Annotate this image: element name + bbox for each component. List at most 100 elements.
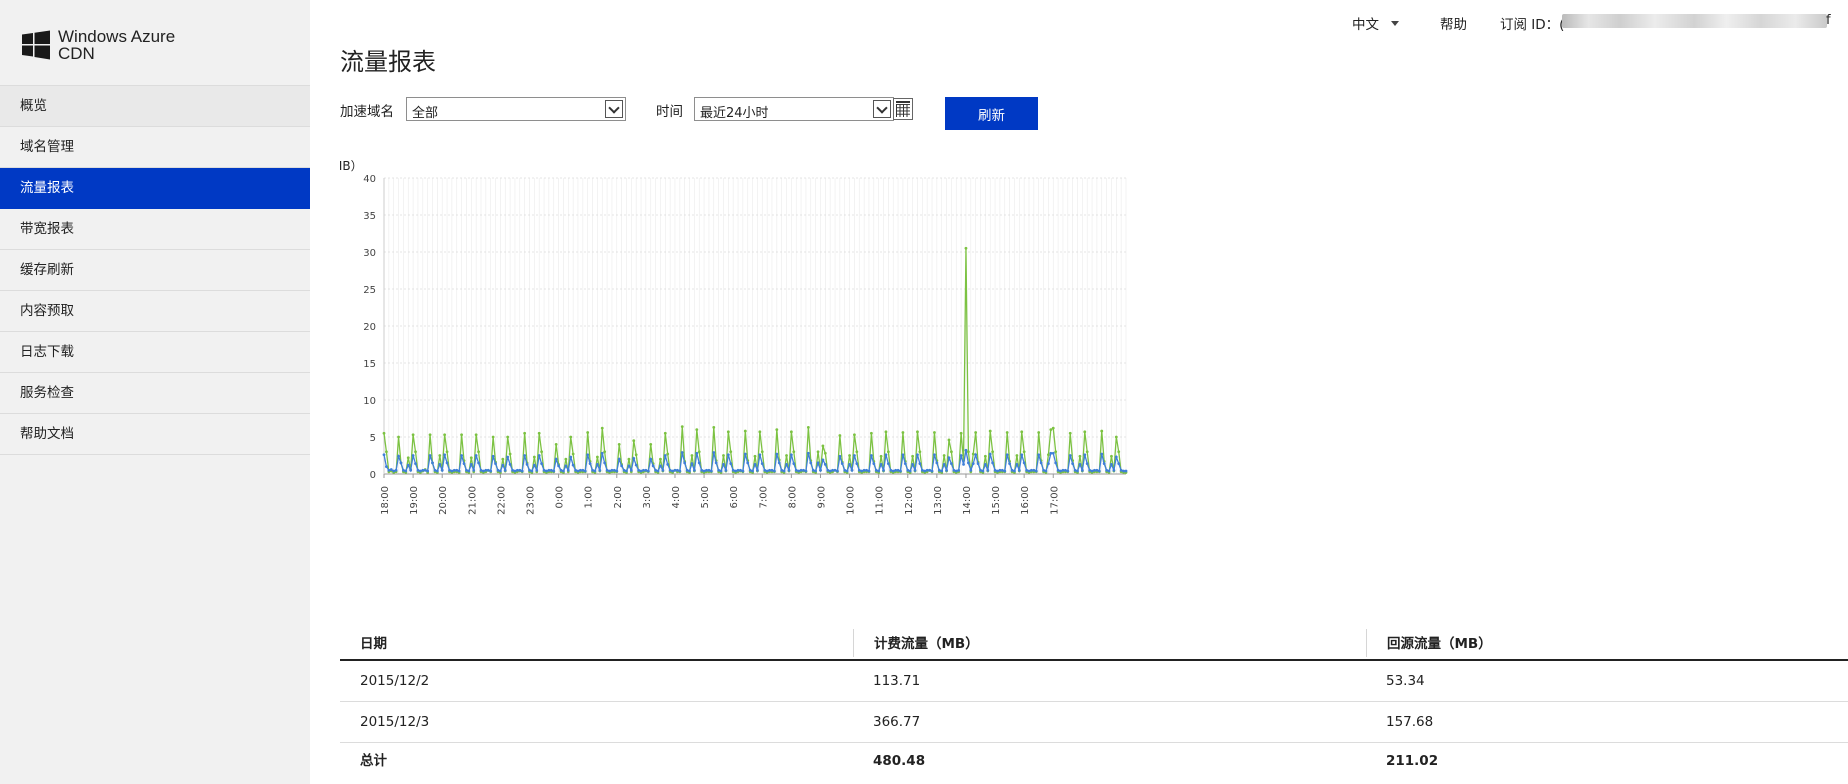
y-tick-label: 35	[363, 211, 376, 222]
data-point	[775, 452, 779, 456]
data-point	[1047, 462, 1050, 466]
data-point	[981, 469, 985, 473]
data-point	[748, 468, 752, 472]
data-point	[792, 450, 796, 454]
data-point	[942, 462, 946, 466]
chevron-down-icon[interactable]	[873, 100, 891, 118]
data-point	[1061, 468, 1065, 472]
data-point	[1030, 468, 1033, 472]
data-point	[683, 461, 687, 465]
data-point	[1025, 468, 1028, 472]
data-point	[595, 455, 599, 459]
data-point	[697, 461, 701, 465]
data-point	[661, 468, 665, 472]
data-point	[402, 468, 405, 472]
data-point	[722, 454, 725, 457]
data-point	[571, 452, 575, 456]
data-point	[794, 468, 798, 472]
sidebar-item-service-check[interactable]: 服务检查	[0, 373, 310, 414]
calendar-icon[interactable]	[893, 98, 913, 120]
sidebar-item-traffic-report[interactable]: 流量报表	[0, 168, 310, 209]
data-point	[617, 443, 621, 446]
data-point	[411, 433, 415, 437]
data-point	[983, 454, 987, 458]
x-tick-label: 22:00	[496, 486, 507, 515]
x-tick-label: 3:00	[642, 486, 653, 508]
data-point	[426, 469, 430, 473]
sidebar-item-log-download[interactable]: 日志下载	[0, 332, 310, 373]
data-point	[853, 433, 856, 437]
data-point	[1034, 469, 1038, 473]
data-point	[1102, 462, 1106, 466]
data-point	[1047, 453, 1050, 457]
data-point	[649, 443, 653, 446]
data-point	[756, 468, 759, 472]
sidebar-item-content-prefetch[interactable]: 内容预取	[0, 291, 310, 332]
language-selector[interactable]: 中文	[1352, 13, 1399, 33]
data-point	[913, 468, 917, 472]
sidebar-item-bandwidth-report[interactable]: 带宽报表	[0, 209, 310, 250]
data-point	[712, 425, 716, 429]
x-tick-label: 1:00	[584, 486, 595, 508]
data-point	[804, 469, 808, 473]
cell-billed-traffic: 366.77	[873, 714, 921, 730]
data-point	[540, 462, 544, 466]
data-point	[964, 246, 968, 250]
data-point	[966, 450, 970, 454]
y-tick-label: 10	[363, 396, 376, 407]
sidebar-item-domain-management[interactable]: 域名管理	[0, 127, 310, 168]
sidebar-item-overview[interactable]: 概览	[0, 86, 310, 127]
data-point	[971, 452, 975, 456]
data-point	[486, 468, 490, 472]
data-point	[857, 468, 861, 472]
data-point	[860, 469, 864, 473]
data-point	[603, 450, 607, 454]
data-point	[874, 468, 878, 472]
traffic-chart-svg: 0 5 10 15 20 25 30 35 40流量（MB） 18:00 19:00 20:00 21:…	[296, 159, 1128, 515]
data-point	[1054, 461, 1058, 465]
data-point	[418, 469, 422, 473]
data-point	[974, 453, 978, 457]
data-point	[709, 469, 713, 473]
data-point	[692, 468, 696, 472]
data-point	[886, 462, 890, 466]
data-point	[579, 468, 582, 472]
data-point	[443, 453, 447, 457]
y-tick-label: 40	[363, 174, 376, 185]
data-point	[1100, 429, 1104, 433]
sidebar-item-cache-refresh[interactable]: 缓存刷新	[0, 250, 310, 291]
column-header-billed-traffic[interactable]: 计费流量（MB）	[853, 629, 979, 657]
time-select[interactable]: 最近24小时	[694, 97, 894, 121]
data-point	[566, 468, 570, 472]
data-point	[547, 468, 551, 472]
column-header-date[interactable]: 日期	[360, 636, 387, 652]
domain-select[interactable]: 全部	[406, 97, 626, 121]
data-point	[1085, 450, 1089, 454]
column-header-origin-traffic[interactable]: 回源流量（MB）	[1366, 629, 1492, 657]
data-point	[530, 469, 534, 473]
data-point	[620, 464, 624, 468]
data-point	[528, 468, 531, 472]
chevron-down-icon[interactable]	[605, 100, 623, 118]
data-point	[823, 462, 827, 466]
data-point	[700, 468, 704, 472]
data-point	[472, 468, 476, 472]
data-point	[414, 450, 417, 454]
data-point	[966, 461, 970, 465]
help-link[interactable]: 帮助	[1440, 17, 1467, 33]
sidebar-nav: 概览 域名管理 流量报表 带宽报表 缓存刷新 内容预取 日志下载 服务检查 帮助…	[0, 85, 310, 455]
data-point	[612, 468, 616, 472]
data-point	[734, 469, 737, 473]
data-point	[690, 462, 694, 466]
data-point	[482, 469, 485, 473]
x-tick-label: 14:00	[962, 486, 973, 515]
data-point	[945, 468, 948, 472]
data-point	[673, 468, 677, 472]
data-point	[792, 462, 796, 466]
refresh-button[interactable]: 刷新	[945, 97, 1038, 130]
domain-filter-label: 加速域名	[340, 104, 394, 120]
data-point	[663, 454, 667, 457]
sidebar-item-help-docs[interactable]: 帮助文档	[0, 414, 310, 455]
data-point	[979, 468, 982, 472]
data-point	[777, 461, 781, 465]
